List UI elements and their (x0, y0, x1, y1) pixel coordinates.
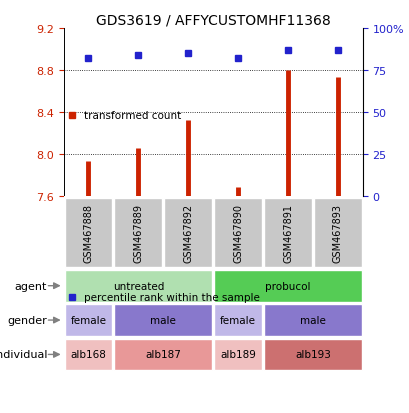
Text: agent: agent (15, 281, 47, 291)
Text: GSM467893: GSM467893 (332, 203, 342, 262)
Text: transformed count: transformed count (84, 111, 181, 121)
Text: percentile rank within the sample: percentile rank within the sample (84, 292, 259, 302)
Text: female: female (70, 315, 106, 325)
Text: GSM467891: GSM467891 (282, 203, 292, 262)
Text: individual: individual (0, 349, 47, 360)
Bar (114, 304, 212, 336)
Bar (64, 198, 112, 268)
Text: female: female (220, 315, 256, 325)
Bar (313, 198, 361, 268)
Bar (64, 270, 212, 302)
Text: GSM467889: GSM467889 (133, 203, 143, 262)
Text: male: male (299, 315, 325, 325)
Text: alb168: alb168 (70, 349, 106, 360)
Bar (64, 339, 112, 370)
Text: alb189: alb189 (220, 349, 256, 360)
Title: GDS3619 / AFFYCUSTOMHF11368: GDS3619 / AFFYCUSTOMHF11368 (96, 14, 330, 28)
Text: male: male (150, 315, 176, 325)
Bar (213, 339, 261, 370)
Text: GSM467890: GSM467890 (233, 203, 243, 262)
Bar (263, 304, 361, 336)
Bar (263, 198, 311, 268)
Bar (114, 198, 162, 268)
Bar (213, 304, 261, 336)
Bar (263, 339, 361, 370)
Text: gender: gender (7, 315, 47, 325)
Bar (213, 198, 261, 268)
Text: GSM467892: GSM467892 (183, 203, 193, 262)
Bar (213, 270, 361, 302)
Text: alb187: alb187 (145, 349, 181, 360)
Text: untreated: untreated (112, 281, 164, 291)
Text: probucol: probucol (265, 281, 310, 291)
Text: alb193: alb193 (294, 349, 330, 360)
Text: GSM467888: GSM467888 (83, 203, 93, 262)
Bar (114, 339, 212, 370)
Bar (164, 198, 212, 268)
Bar (64, 304, 112, 336)
